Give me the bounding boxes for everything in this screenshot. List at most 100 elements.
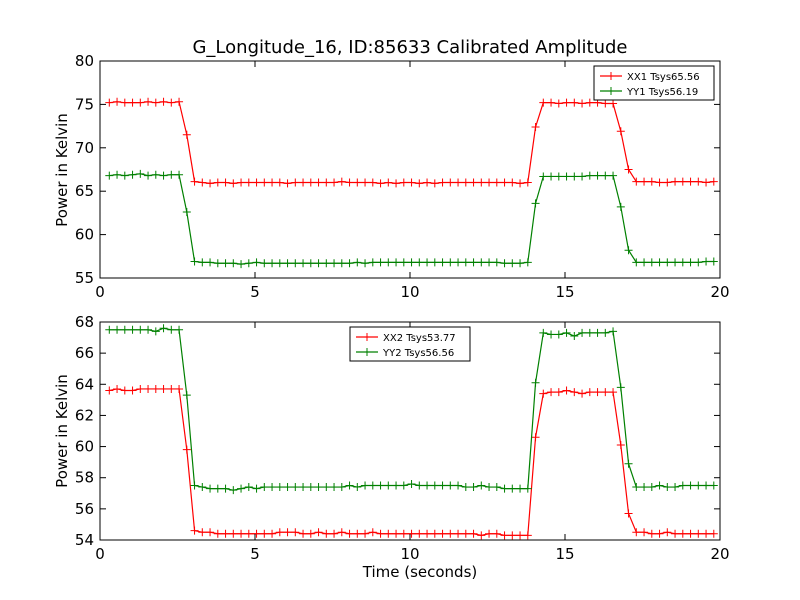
data-point [539,389,548,398]
data-point [113,384,122,393]
data-point [430,258,439,267]
data-point [709,257,718,266]
data-point [593,171,602,180]
data-point [291,178,300,187]
y-axis-label: Power in Kelvin [53,374,71,488]
legend-marker [363,333,371,341]
data-point [500,178,509,187]
data-point [175,170,184,179]
data-point [260,178,269,187]
data-point [469,483,478,492]
data-point [283,483,292,492]
data-point [190,177,199,186]
data-point [423,529,432,538]
data-point [392,481,401,490]
data-point [283,179,292,188]
data-point [283,259,292,268]
data-point [361,529,370,538]
y-tick-label: 66 [75,344,94,362]
data-point [702,178,711,187]
data-point [175,384,184,393]
data-point [314,528,323,537]
data-point [330,178,339,187]
data-point [500,484,509,493]
legend-marker [363,348,371,356]
data-point [136,384,145,393]
data-point [624,459,633,468]
data-point [694,481,703,490]
data-point [221,529,230,538]
data-point [601,99,610,108]
data-point [299,529,308,538]
data-point [167,384,176,393]
data-point [268,259,277,268]
data-point [523,178,532,187]
data-point [306,259,315,268]
data-point [709,529,718,538]
data-point [244,178,253,187]
data-point [213,259,222,268]
data-point [616,383,625,392]
data-point [384,529,393,538]
y-tick-label: 65 [75,182,94,200]
data-point [314,483,323,492]
data-point [353,258,362,267]
data-point [136,325,145,334]
x-tick-label: 20 [710,283,729,301]
y-tick-label: 64 [75,375,94,393]
bottom-subplot: 0 5 10 15 20 54 56 58 60 62 64 66 68 Power in Kelvin T… [53,313,730,581]
data-point [632,177,641,186]
x-axis-label: Time (seconds) [362,563,478,581]
data-point [616,127,625,136]
data-point [376,179,385,188]
data-point [384,481,393,490]
data-point [260,529,269,538]
data-point [213,529,222,538]
data-point [469,529,478,538]
top-subplot: 0 5 10 15 20 55 60 65 70 75 80 Power in Kelvin XX1 T… [53,52,730,301]
data-point [570,332,579,341]
data-point [709,481,718,490]
data-point [585,171,594,180]
data-point [368,178,377,187]
data-point [562,328,571,337]
legend-entry: YY2 Tsys56.56 [382,348,454,359]
data-point [547,330,556,339]
data-point [570,172,579,181]
x-tick-label: 20 [710,545,729,563]
data-point [330,529,339,538]
data-point [268,178,277,187]
data-point [384,258,393,267]
data-point [531,378,540,387]
data-point [159,384,168,393]
data-point [337,483,346,492]
data-point [616,202,625,211]
data-point [105,325,114,334]
data-point [198,178,207,187]
y-tick-label: 60 [75,438,94,456]
data-point [678,529,687,538]
y-tick-label: 75 [75,95,94,113]
data-point [454,529,463,538]
data-point [353,529,362,538]
data-point [624,509,633,518]
data-point [663,258,672,267]
data-point [182,445,191,454]
data-point [299,483,308,492]
data-point [686,177,695,186]
data-point [694,529,703,538]
data-point [376,481,385,490]
data-point [678,481,687,490]
data-point [392,529,401,538]
data-point [585,98,594,107]
data-point [539,98,548,107]
legend-entry: XX1 Tsys65.56 [627,72,700,83]
data-point [237,260,246,269]
data-point [671,529,680,538]
data-point [175,325,184,334]
legend-entry: YY1 Tsys56.19 [626,87,698,98]
data-point [399,178,408,187]
data-point [694,258,703,267]
data-point [252,178,261,187]
